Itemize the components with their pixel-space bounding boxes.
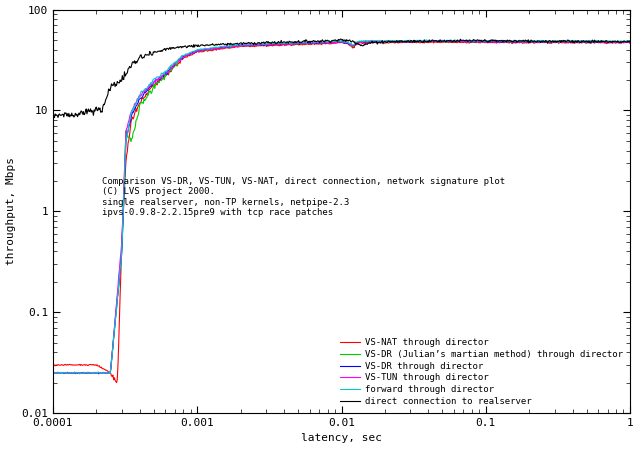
VS-DR (Julian’s martian method) through director [85,370,93,375]
forward through director [385,38,392,43]
Line: VS-DR (Julian’s martian method) through director: VS-DR (Julian’s martian method) through … [53,40,630,374]
VS-TUN through director [488,39,496,44]
forward through director [85,370,93,376]
direct connection to realserver [401,39,408,44]
Line: VS-TUN through director: VS-TUN through director [53,40,630,374]
VS-DR (Julian’s martian method) through director [488,39,496,44]
VS-DR (Julian’s martian method) through director [72,371,79,376]
VS-TUN through director [385,39,392,44]
VS-TUN through director [548,39,555,44]
Text: Comparison VS-DR, VS-TUN, VS-NAT, direct connection, network signature plot
(C) : Comparison VS-DR, VS-TUN, VS-NAT, direct… [102,177,505,217]
forward through director [488,39,496,44]
VS-NAT through director [548,41,555,46]
VS-DR through director [488,39,496,44]
VS-DR (Julian’s martian method) through director [548,40,555,45]
forward through director [626,39,634,44]
VS-NAT through director [488,40,496,45]
direct connection to realserver [386,39,394,44]
direct connection to realserver [548,39,555,44]
VS-TUN through director [424,38,432,43]
Line: VS-DR through director: VS-DR through director [53,41,630,374]
VS-DR through director [417,39,425,44]
VS-DR through director [400,39,408,44]
VS-TUN through director [49,370,57,376]
VS-TUN through director [76,371,84,377]
VS-DR (Julian’s martian method) through director [400,39,408,44]
forward through director [447,37,455,43]
VS-NAT through director [385,40,392,46]
VS-TUN through director [626,40,634,45]
Line: forward through director: forward through director [53,40,630,374]
direct connection to realserver [488,38,496,44]
VS-DR (Julian’s martian method) through director [385,40,392,45]
VS-NAT through director [417,40,425,45]
VS-DR (Julian’s martian method) through director [418,39,426,44]
VS-NAT through director [49,361,57,367]
direct connection to realserver [49,111,57,116]
direct connection to realserver [337,36,344,42]
forward through director [49,371,57,376]
VS-DR through director [461,38,468,44]
VS-TUN through director [417,39,425,44]
Line: VS-NAT through director: VS-NAT through director [53,41,630,383]
VS-DR (Julian’s martian method) through director [49,370,57,376]
X-axis label: latency, sec: latency, sec [301,433,382,444]
VS-DR through director [626,40,634,45]
VS-NAT through director [400,40,408,45]
VS-DR through director [49,370,57,376]
VS-NAT through director [84,363,92,368]
VS-TUN through director [400,39,408,44]
VS-DR through director [548,40,555,45]
direct connection to realserver [418,40,426,45]
VS-DR (Julian’s martian method) through director [417,38,424,43]
forward through director [548,38,555,44]
VS-NAT through director [442,39,450,44]
VS-DR through director [95,371,102,376]
VS-NAT through director [112,380,120,385]
Y-axis label: throughput, Mbps: throughput, Mbps [6,157,15,265]
direct connection to realserver [626,39,634,44]
direct connection to realserver [50,115,58,120]
forward through director [400,38,408,44]
VS-DR through director [385,39,392,44]
Legend: VS-NAT through director, VS-DR (Julian’s martian method) through director, VS-DR: VS-NAT through director, VS-DR (Julian’s… [338,335,626,409]
VS-DR through director [84,370,92,375]
direct connection to realserver [85,109,93,114]
VS-TUN through director [85,370,93,375]
Line: direct connection to realserver: direct connection to realserver [53,39,630,118]
forward through director [59,371,66,376]
VS-NAT through director [626,41,634,46]
VS-DR (Julian’s martian method) through director [626,40,634,45]
forward through director [417,38,425,44]
